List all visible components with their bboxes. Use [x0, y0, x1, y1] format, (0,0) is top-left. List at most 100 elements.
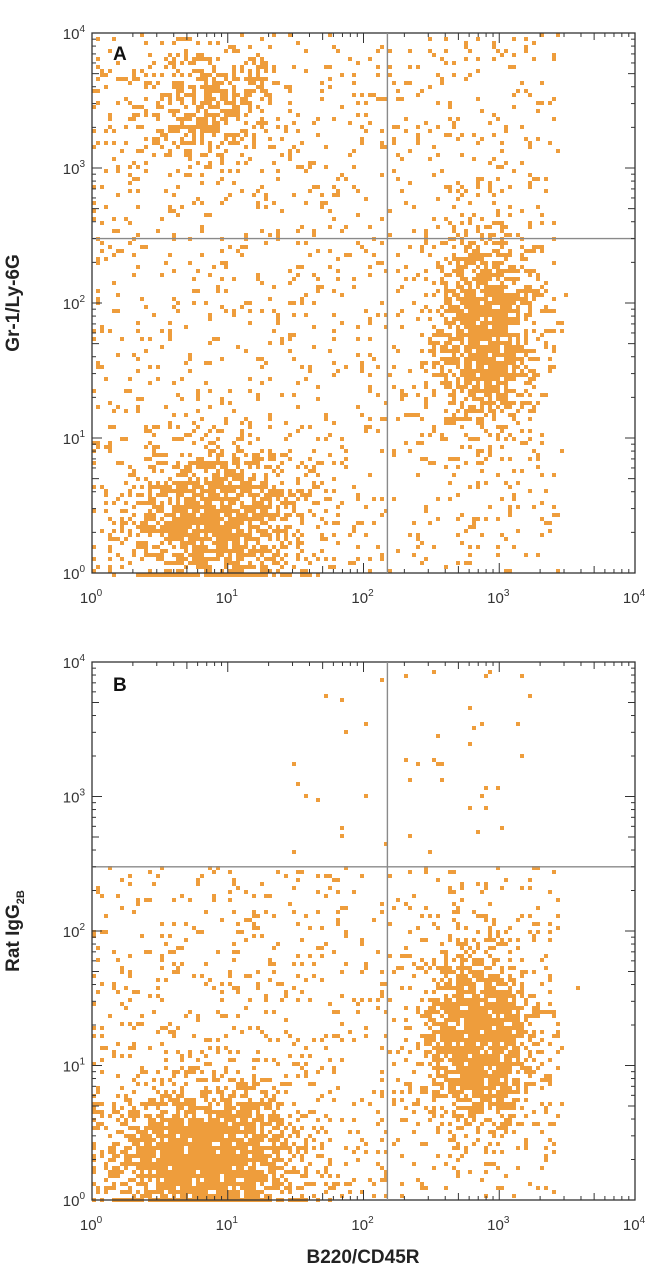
event-dot	[192, 1066, 196, 1070]
event-dot	[336, 257, 340, 261]
event-dot	[380, 417, 384, 421]
event-dot	[540, 433, 544, 437]
event-dot	[232, 537, 236, 541]
event-dot	[124, 521, 128, 525]
event-dot	[484, 369, 488, 373]
event-dot	[444, 301, 448, 305]
event-dot	[216, 1102, 220, 1106]
event-dot	[516, 333, 520, 337]
event-dot	[160, 1150, 164, 1154]
event-dot	[240, 529, 244, 533]
event-dot	[416, 273, 420, 277]
event-dot	[176, 529, 180, 533]
event-dot	[172, 521, 176, 525]
event-dot	[440, 277, 444, 281]
event-dot	[500, 1018, 504, 1022]
event-dot	[528, 273, 532, 277]
event-dot	[480, 1026, 484, 1030]
event-dot	[248, 553, 252, 557]
event-dot	[184, 525, 188, 529]
event-dot	[184, 153, 188, 157]
event-dot	[456, 457, 460, 461]
event-dot	[204, 301, 208, 305]
event-dot	[236, 117, 240, 121]
event-dot	[468, 325, 472, 329]
event-dot	[496, 317, 500, 321]
event-dot	[500, 1086, 504, 1090]
event-dot	[200, 121, 204, 125]
event-dot	[220, 453, 224, 457]
event-dot	[328, 209, 332, 213]
event-dot	[448, 1086, 452, 1090]
event-dot	[112, 1170, 116, 1174]
event-dot	[200, 101, 204, 105]
event-dot	[140, 545, 144, 549]
event-dot	[480, 373, 484, 377]
event-dot	[452, 389, 456, 393]
event-dot	[480, 261, 484, 265]
event-dot	[388, 954, 392, 958]
event-dot	[484, 261, 488, 265]
event-dot	[144, 73, 148, 77]
event-dot	[276, 81, 280, 85]
event-dot	[436, 1054, 440, 1058]
event-dot	[280, 1102, 284, 1106]
event-dot	[440, 433, 444, 437]
event-dot	[228, 1170, 232, 1174]
event-dot	[472, 1002, 476, 1006]
event-dot	[204, 1090, 208, 1094]
event-dot	[256, 357, 260, 361]
event-dot	[208, 141, 212, 145]
event-dot	[148, 569, 152, 573]
event-dot	[460, 329, 464, 333]
event-dot	[488, 445, 492, 449]
event-dot	[428, 461, 432, 465]
event-dot	[236, 141, 240, 145]
event-dot	[272, 1118, 276, 1122]
event-dot	[488, 1034, 492, 1038]
event-dot	[164, 549, 168, 553]
event-dot	[160, 1126, 164, 1130]
event-dot	[464, 998, 468, 1002]
event-dot	[232, 1170, 236, 1174]
event-dot	[188, 117, 192, 121]
event-dot	[364, 113, 368, 117]
event-dot	[472, 409, 476, 413]
event-dot	[188, 469, 192, 473]
event-dot	[212, 1146, 216, 1150]
event-dot	[228, 389, 232, 393]
event-dot	[100, 73, 104, 77]
event-dot	[168, 533, 172, 537]
event-dot	[404, 81, 408, 85]
event-dot	[200, 137, 204, 141]
event-dot	[428, 1038, 432, 1042]
event-dot	[440, 437, 444, 441]
event-dot	[364, 533, 368, 537]
event-dot	[460, 990, 464, 994]
event-dot	[484, 313, 488, 317]
event-dot	[160, 129, 164, 133]
event-dot	[172, 1070, 176, 1074]
event-dot	[544, 393, 548, 397]
event-dot	[304, 569, 308, 573]
event-dot	[420, 349, 424, 353]
event-dot	[516, 946, 520, 950]
event-dot	[248, 533, 252, 537]
event-dot	[460, 313, 464, 317]
event-dot	[172, 129, 176, 133]
event-dot	[120, 1114, 124, 1118]
event-dot	[448, 1038, 452, 1042]
event-dot	[492, 1042, 496, 1046]
event-dot	[252, 1138, 256, 1142]
event-dot	[132, 177, 136, 181]
event-dot	[180, 121, 184, 125]
event-dot	[216, 493, 220, 497]
event-dot	[432, 281, 436, 285]
event-dot	[436, 309, 440, 313]
event-dot	[216, 145, 220, 149]
event-dot	[508, 185, 512, 189]
event-dot	[436, 333, 440, 337]
event-dot	[260, 381, 264, 385]
event-dot	[432, 1110, 436, 1114]
event-dot	[168, 1138, 172, 1142]
